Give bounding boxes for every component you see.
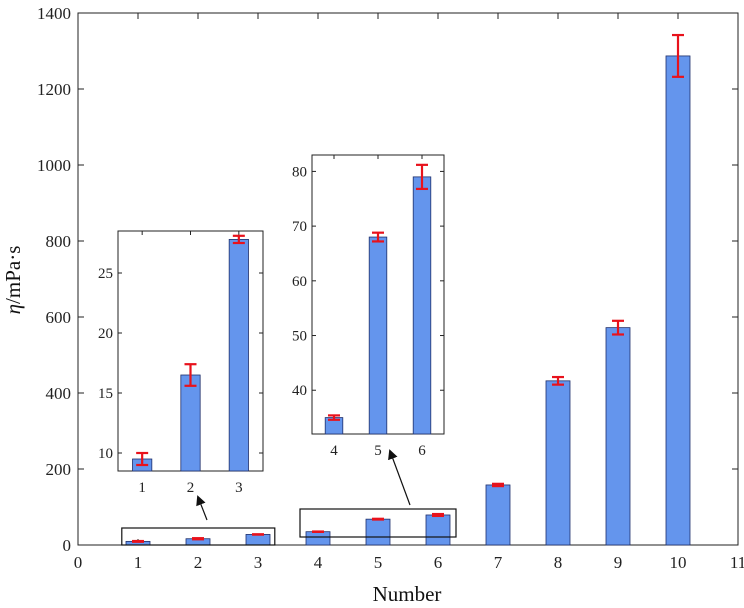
y-tick-label: 1000	[37, 156, 71, 175]
inset-x-tick-label: 6	[418, 443, 426, 459]
y-axis-title-symbol: η	[1, 304, 25, 314]
bar-6	[425, 514, 451, 546]
y-axis-title: η/mPa·s	[1, 246, 25, 315]
x-tick-label: 4	[314, 553, 323, 572]
x-tick-label: 1	[134, 553, 143, 572]
y-axis-title-unit: /mPa·s	[1, 246, 25, 304]
arrow-to-inset-4-6	[388, 449, 411, 506]
main-axes-frame	[77, 12, 739, 546]
inset-x-tick-label: 1	[138, 480, 146, 496]
y-tick-label: 600	[46, 308, 72, 327]
inset-y-tick-label: 40	[292, 383, 307, 399]
bar-9	[605, 327, 631, 546]
highlight-box-4-6	[299, 508, 457, 538]
x-axis-title: Number	[373, 582, 442, 606]
bar-3	[245, 534, 271, 546]
y-tick-label: 1400	[37, 4, 71, 23]
inset-bar-5	[368, 236, 388, 435]
inset-x-tick-label: 5	[374, 443, 382, 459]
x-tick-label: 7	[494, 553, 503, 572]
bar-5	[365, 518, 391, 546]
bar-10	[665, 55, 691, 546]
x-tick-label: 5	[374, 553, 383, 572]
inset-bar-6	[412, 176, 432, 435]
x-tick-label: 0	[74, 553, 83, 572]
inset-bar-3	[228, 238, 249, 472]
x-tick-label: 8	[554, 553, 563, 572]
inset-y-tick-label: 10	[98, 446, 113, 462]
inset-plot-1-3: 10 15 20 25 1 2 3	[98, 230, 264, 496]
x-tick-label: 2	[194, 553, 203, 572]
inset-x-tick-label: 2	[187, 480, 195, 496]
bar-7	[485, 484, 511, 546]
inset-y-tick-label: 70	[292, 219, 307, 235]
inset-y-tick-label: 20	[98, 326, 113, 342]
x-tick-label: 10	[670, 553, 687, 572]
y-tick-label: 400	[46, 384, 72, 403]
y-tick-label: 1200	[37, 80, 71, 99]
inset-y-tick-label: 15	[98, 386, 113, 402]
y-tick-label: 200	[46, 460, 72, 479]
x-tick-label: 6	[434, 553, 443, 572]
y-tick-label: 0	[63, 536, 72, 555]
bar-8	[545, 380, 571, 546]
x-tick-label: 11	[730, 553, 744, 572]
inset-bar-2	[180, 374, 201, 472]
arrow-to-inset-1-3	[196, 495, 208, 521]
inset-y-tick-label: 25	[98, 266, 113, 282]
inset-y-tick-label: 80	[292, 164, 307, 180]
inset-y-tick-label: 50	[292, 329, 307, 345]
x-tick-label: 3	[254, 553, 263, 572]
highlight-box-1-3	[121, 527, 276, 546]
y-tick-label: 800	[46, 232, 72, 251]
inset-y-tick-label: 60	[292, 274, 307, 290]
inset-x-tick-label: 3	[235, 480, 243, 496]
inset-x-tick-label: 4	[330, 443, 338, 459]
bar-4	[305, 531, 331, 546]
inset-plot-4-6: 40 50 60 70 80 4 5 6	[292, 154, 445, 459]
x-tick-label: 9	[614, 553, 623, 572]
